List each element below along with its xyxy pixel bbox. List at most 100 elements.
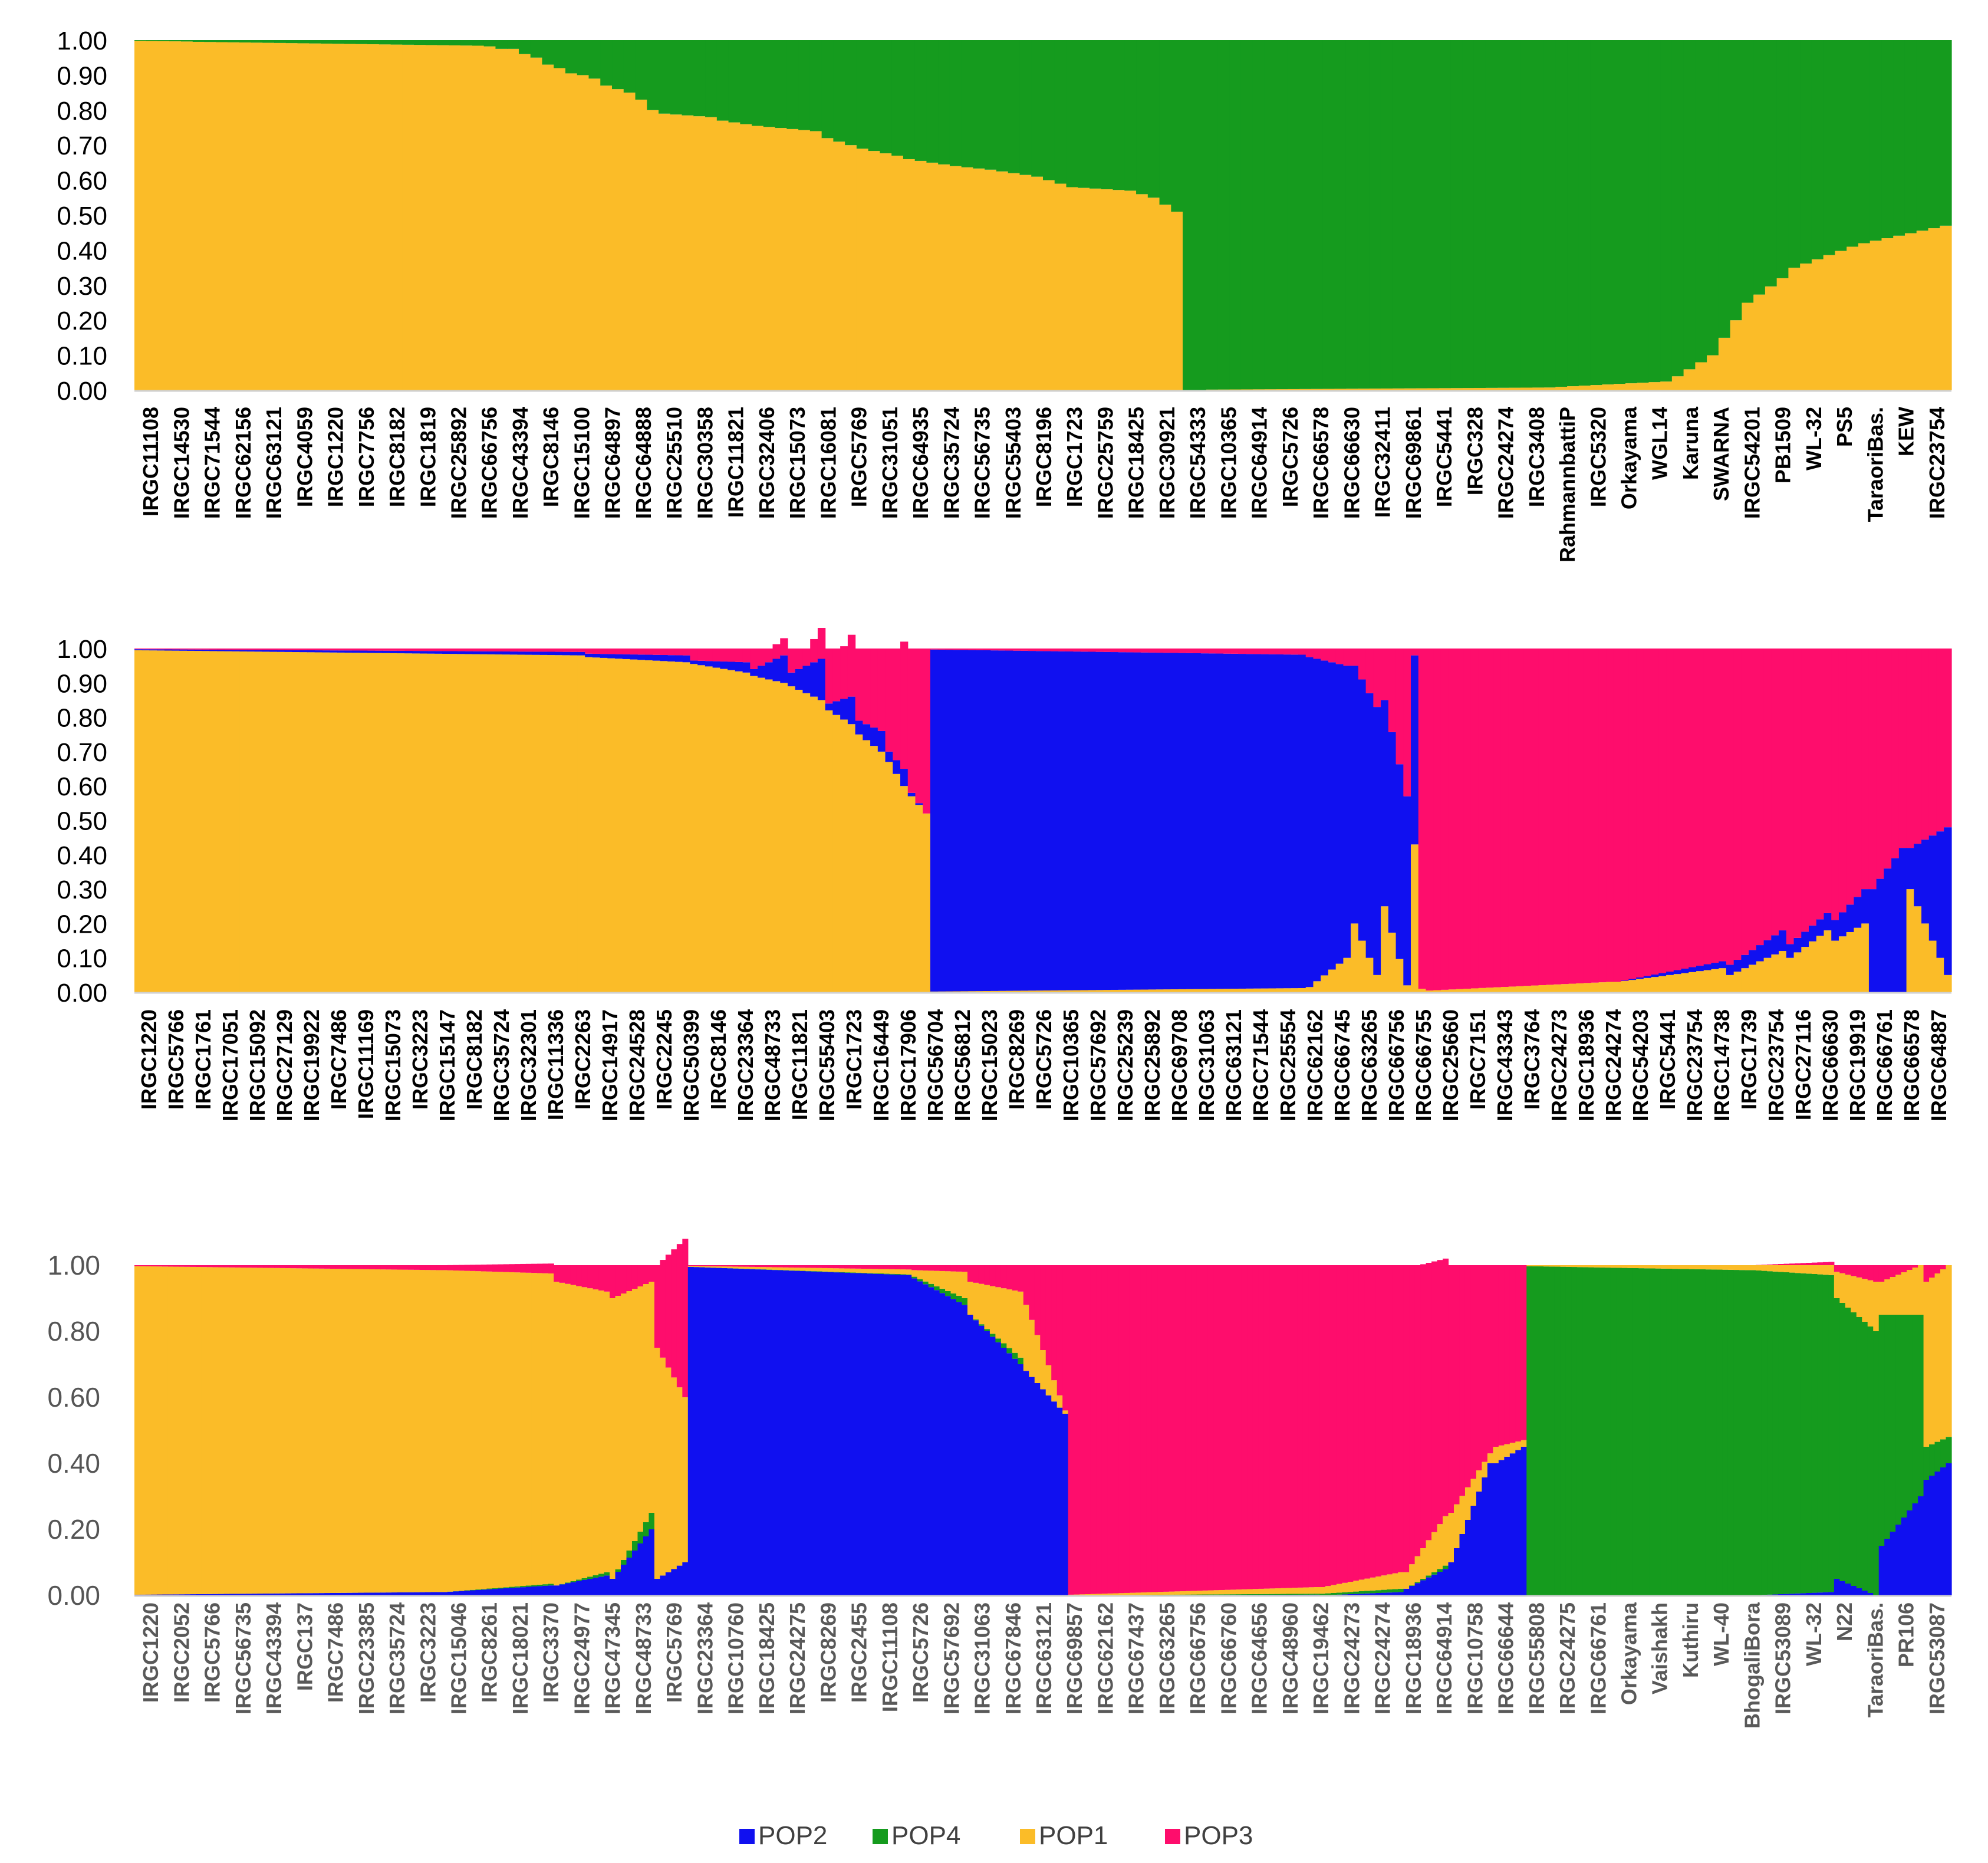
- bar-segment-pop2: [358, 1592, 364, 1595]
- bar-segment-pop3: [1448, 1265, 1454, 1513]
- bar-segment-pop3: [1806, 1263, 1812, 1265]
- bar-segment-pop4: [1621, 1268, 1628, 1595]
- x-tick-label: IRGC24274: [1371, 1602, 1395, 1714]
- bar-segment-pop3: [863, 649, 871, 725]
- bar-segment-pop4: [1286, 1594, 1292, 1595]
- bar-segment-pop2: [185, 1594, 191, 1595]
- bar-segment-pop2: [975, 650, 983, 992]
- bar-segment-pop2: [559, 1584, 565, 1595]
- bar-segment-pop1: [442, 1270, 448, 1592]
- bar-segment-pop1: [592, 657, 601, 992]
- bar-segment-pop4: [475, 1589, 482, 1590]
- bar-segment-pop1: [1291, 988, 1299, 992]
- bar-segment-pop3: [337, 649, 345, 651]
- bar-segment-pop4: [939, 1288, 946, 1293]
- bar-segment-pop3: [172, 649, 180, 650]
- bar-segment-pop2: [989, 1337, 996, 1595]
- x-tick-label: IRGC1761: [191, 1009, 215, 1110]
- bar-segment-pop1: [1000, 1288, 1007, 1344]
- x-tick-label: IRGC4059: [292, 407, 317, 507]
- bar-segment-pop2: [805, 1271, 812, 1595]
- bar-segment-pop1: [928, 1270, 934, 1284]
- bar-segment-pop1: [1628, 980, 1637, 992]
- bar-segment-pop2: [284, 650, 293, 652]
- bar-segment-pop4: [1918, 1315, 1924, 1496]
- bar-segment-pop3: [766, 1265, 772, 1268]
- bar-segment-pop1: [825, 710, 834, 992]
- bar-segment-pop3: [660, 649, 668, 655]
- x-tick-label: IRGC15023: [977, 1009, 1002, 1121]
- bar-segment-pop3: [1308, 1265, 1315, 1588]
- bar-segment-pop2: [224, 650, 233, 651]
- bar-segment-pop1: [403, 1269, 409, 1592]
- bar-segment-pop2: [209, 649, 218, 651]
- bar-segment-pop3: [1185, 649, 1194, 653]
- bar-segment-pop2: [374, 1592, 381, 1595]
- bar-segment-pop1: [1658, 976, 1667, 992]
- x-tick-label: IRGC32406: [755, 407, 779, 519]
- bar-segment-pop1: [983, 991, 991, 992]
- bar-segment-pop3: [1275, 1265, 1281, 1589]
- bar-segment-pop1: [643, 1284, 650, 1522]
- bar-segment-pop1: [1800, 263, 1812, 390]
- bar-segment-pop1: [472, 45, 485, 390]
- bar-segment-pop3: [907, 649, 916, 793]
- bar-segment-pop1: [1297, 1587, 1304, 1594]
- bar-segment-pop1: [1727, 1265, 1734, 1270]
- bar-segment-pop2: [517, 651, 525, 655]
- bar-segment-pop1: [1767, 1265, 1773, 1272]
- bar-segment-pop4: [945, 1291, 952, 1296]
- bar-segment-pop2: [194, 649, 203, 651]
- bar-segment-pop3: [1636, 649, 1644, 978]
- bar-segment-pop1: [1276, 389, 1288, 390]
- bar-segment-pop1: [1215, 989, 1224, 992]
- bar-segment-pop1: [291, 1268, 297, 1594]
- bar-segment-pop1: [1240, 389, 1253, 390]
- bar-segment-pop4: [1370, 1590, 1376, 1594]
- bar-segment-pop3: [1520, 1265, 1527, 1440]
- bar-segment-pop3: [645, 649, 653, 655]
- bar-segment-pop3: [598, 1265, 605, 1291]
- bar-segment-pop3: [1786, 649, 1795, 944]
- bar-segment-pop3: [509, 649, 518, 652]
- bar-segment-pop2: [693, 1267, 700, 1595]
- bar-segment-pop3: [1065, 649, 1074, 651]
- x-tick-label: IRGC16449: [869, 1009, 893, 1121]
- bar-segment-pop3: [1178, 649, 1186, 653]
- bar-segment-pop1: [1135, 1592, 1141, 1595]
- legend-label: POP1: [1039, 1821, 1108, 1850]
- bar-segment-pop2: [915, 803, 923, 805]
- bar-segment-pop1: [212, 1267, 219, 1594]
- x-tick-label: IRGC1723: [842, 1009, 866, 1110]
- bar-segment-pop2: [390, 650, 398, 653]
- bar-segment-pop3: [1907, 1265, 1913, 1270]
- bar-segment-pop4: [1549, 1266, 1555, 1595]
- bar-segment-pop1: [1353, 1581, 1360, 1592]
- bar-segment-pop4: [1322, 40, 1335, 389]
- x-tick-label: IRGC23364: [693, 1602, 717, 1714]
- legend-item-pop4: POP4: [873, 1821, 960, 1850]
- bar-segment-pop3: [811, 1265, 817, 1268]
- x-tick-label: IRGC15100: [570, 407, 594, 519]
- bar-segment-pop3: [1845, 1265, 1851, 1275]
- bar-segment-pop2: [833, 1272, 840, 1595]
- bar-segment-pop1: [973, 168, 985, 390]
- bar-segment-pop1: [217, 651, 225, 992]
- bar-segment-pop1: [285, 43, 298, 390]
- bar-segment-pop1: [1351, 923, 1359, 992]
- x-tick-label: IRGC32301: [516, 1009, 541, 1121]
- bar-segment-pop4: [1753, 40, 1766, 295]
- bar-segment-pop1: [1543, 1265, 1549, 1267]
- bar-segment-pop3: [1292, 1265, 1298, 1588]
- bar-segment-pop4: [1019, 40, 1032, 175]
- bar-segment-pop3: [1789, 1263, 1796, 1265]
- bar-segment-pop1: [520, 1272, 526, 1586]
- bar-segment-pop3: [232, 649, 240, 650]
- bar-segment-pop4: [577, 40, 590, 75]
- bar-segment-pop3: [257, 1265, 264, 1268]
- bar-segment-pop2: [872, 1273, 878, 1595]
- bar-segment-pop3: [652, 649, 661, 655]
- bar-segment-pop1: [156, 1266, 163, 1595]
- bar-segment-pop1: [1561, 984, 1569, 992]
- bar-segment-pop3: [911, 1265, 918, 1270]
